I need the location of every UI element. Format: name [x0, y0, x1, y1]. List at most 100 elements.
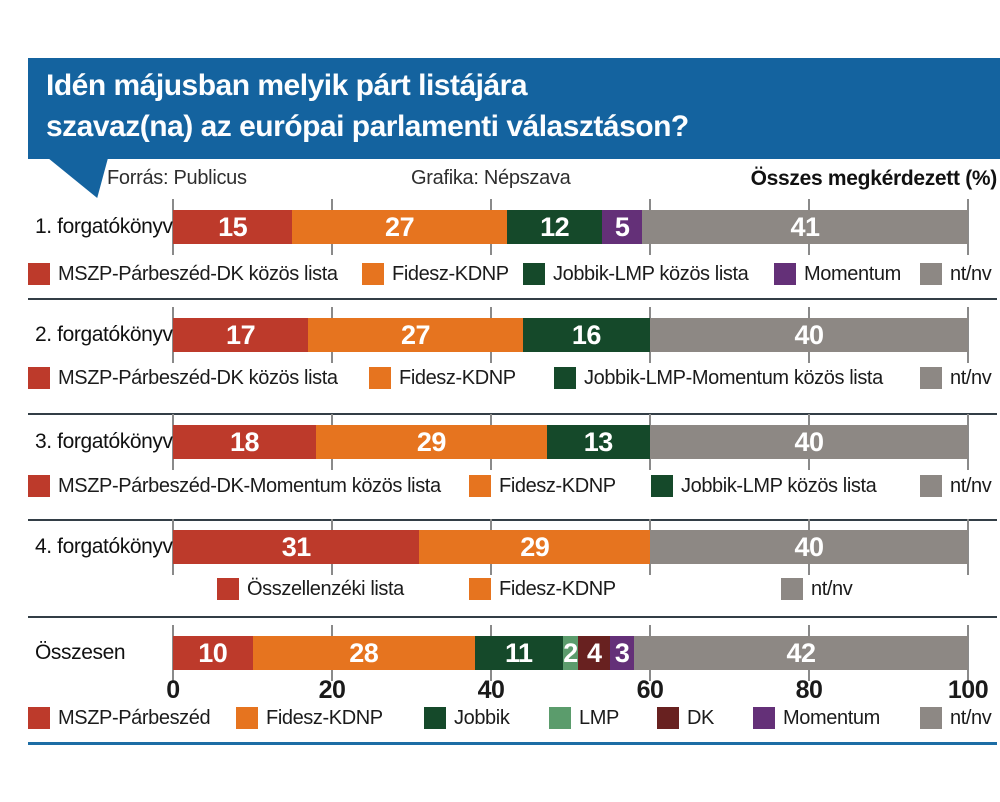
legend-label: Fidesz-KDNP [266, 707, 383, 729]
legend-swatch-mszp [28, 707, 50, 729]
legend-label: Fidesz-KDNP [499, 578, 616, 600]
section-divider [28, 413, 997, 415]
legend-swatch-mszp [28, 367, 50, 389]
bar-segment-ntnv: 40 [649, 530, 968, 564]
legend-label: nt/nv [950, 475, 992, 497]
bar-segment-fidesz: 29 [419, 530, 650, 564]
row-label: 4. forgatókönyv [35, 535, 173, 558]
legend-label: nt/nv [950, 263, 992, 285]
bar-segment-ntnv: 41 [642, 210, 968, 244]
legend-swatch-jobbik [651, 475, 673, 497]
bar-segment-fidesz: 27 [292, 210, 507, 244]
bar-segment-jobbik: 13 [546, 425, 650, 459]
legend-swatch-fidesz [469, 475, 491, 497]
row-label: Összesen [35, 641, 126, 664]
section-divider [28, 519, 997, 521]
legend-label: Jobbik-LMP-Momentum közös lista [584, 367, 883, 389]
axis-tick-label: 20 [318, 676, 346, 704]
section-divider [28, 298, 997, 300]
legend-swatch-mszp [28, 263, 50, 285]
legend-label: nt/nv [950, 707, 992, 729]
graphics-credit-label: Grafika: Népszava [411, 167, 571, 189]
axis-tick [967, 199, 969, 255]
legend-swatch-mszp [28, 475, 50, 497]
legend-swatch-jobbik [424, 707, 446, 729]
section-divider [28, 616, 997, 618]
row-label: 1. forgatókönyv [35, 215, 173, 238]
bar-segment-mszp: 18 [173, 425, 317, 459]
legend-swatch-jobbik [523, 263, 545, 285]
bar-segment-ntnv: 40 [649, 318, 968, 352]
header-bubble [28, 58, 1000, 159]
legend-label: MSZP-Párbeszéd [58, 707, 211, 729]
legend-swatch-momentum [774, 263, 796, 285]
axis-tick-label: 0 [166, 676, 180, 704]
stacked-bar: 17 27 16 40 [173, 318, 968, 352]
bar-segment-mszp: 31 [173, 530, 420, 564]
legend-label: Momentum [804, 263, 901, 285]
legend-label: DK [687, 707, 714, 729]
stacked-bar: 15 27 12 5 41 [173, 210, 968, 244]
unit-label: Összes megkérdezett (%) [750, 167, 998, 190]
row-label: 3. forgatókönyv [35, 430, 173, 453]
legend-label: nt/nv [950, 367, 992, 389]
legend-label: Fidesz-KDNP [392, 263, 509, 285]
legend-label: Jobbik-LMP közös lista [553, 263, 749, 285]
bar-segment-jobbik: 12 [506, 210, 603, 244]
bar-segment-mszp: 17 [173, 318, 309, 352]
bar-segment-ntnv: 40 [649, 425, 968, 459]
legend-swatch-fidesz [236, 707, 258, 729]
legend-label: Jobbik [454, 707, 510, 729]
bar-segment-fidesz: 29 [316, 425, 547, 459]
axis-tick [967, 519, 969, 575]
legend-label: Jobbik-LMP közös lista [681, 475, 877, 497]
axis-tick [967, 307, 969, 363]
legend-label: Fidesz-KDNP [499, 475, 616, 497]
page-title-line-2: szavaz(na) az európai parlamenti választ… [46, 110, 689, 143]
legend-swatch-fidesz [369, 367, 391, 389]
legend-label: MSZP-Párbeszéd-DK-Momentum közös lista [58, 475, 441, 497]
legend-label: LMP [579, 707, 619, 729]
legend-swatch-lmp [549, 707, 571, 729]
legend-swatch-ntnv [920, 263, 942, 285]
bar-segment-lmp: 2 [562, 636, 579, 670]
row-label: 2. forgatókönyv [35, 323, 173, 346]
legend-swatch-ntnv [920, 707, 942, 729]
stacked-bar: 18 29 13 40 [173, 425, 968, 459]
axis-tick-label: 80 [795, 676, 823, 704]
stacked-bar: 31 29 40 [173, 530, 968, 564]
bar-segment-jobbik: 16 [522, 318, 650, 352]
legend-swatch-dk [657, 707, 679, 729]
legend-label: nt/nv [811, 578, 853, 600]
legend-label: MSZP-Párbeszéd-DK közös lista [58, 367, 338, 389]
axis-tick [967, 625, 969, 681]
speech-bubble-tail-icon [48, 158, 108, 198]
axis-tick-label: 60 [636, 676, 664, 704]
bar-segment-mszp: 10 [173, 636, 253, 670]
legend-swatch-ntnv [920, 475, 942, 497]
bar-segment-dk: 4 [578, 636, 611, 670]
legend-swatch-momentum [753, 707, 775, 729]
bar-segment-momentum: 3 [610, 636, 635, 670]
legend-swatch-jobbik [554, 367, 576, 389]
bar-segment-mszp: 15 [173, 210, 293, 244]
legend-label: Fidesz-KDNP [399, 367, 516, 389]
page-title-line-1: Idén májusban melyik párt listájára [46, 69, 528, 102]
bar-segment-ntnv: 42 [634, 636, 968, 670]
legend-swatch-fidesz [469, 578, 491, 600]
bar-segment-jobbik: 11 [475, 636, 563, 670]
axis-tick [967, 414, 969, 470]
bar-segment-fidesz: 28 [252, 636, 476, 670]
source-label: Forrás: Publicus [107, 167, 247, 189]
axis-tick-label: 100 [947, 676, 989, 704]
axis-tick-label: 40 [477, 676, 505, 704]
legend-swatch-ntnv [781, 578, 803, 600]
legend-label: Összellenzéki lista [247, 578, 404, 600]
bar-segment-momentum: 5 [602, 210, 643, 244]
bar-segment-fidesz: 27 [308, 318, 523, 352]
legend-swatch-ntnv [920, 367, 942, 389]
bottom-divider [28, 742, 997, 745]
legend-label: Momentum [783, 707, 880, 729]
legend-swatch-fidesz [362, 263, 384, 285]
